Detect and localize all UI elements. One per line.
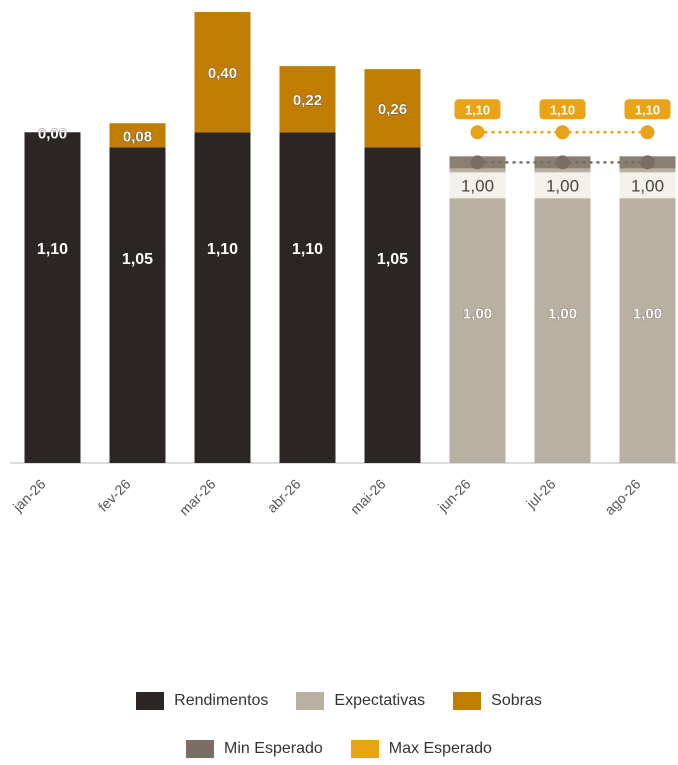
legend-swatch-max-esperado [350,740,379,758]
bar-rendimentos-fev-26 [109,147,166,464]
bar-sobras-mar-26 [194,12,251,133]
bar-expectativas-ago-26 [619,162,676,464]
legend-item-sobras[interactable]: Sobras [453,692,542,710]
min-label-bg-ago-26 [619,172,676,199]
min-label-bg-jun-26 [449,172,506,199]
legend-label-sobras: Sobras [491,692,542,709]
label-expectativas-jul-26: 1,00 [548,306,577,323]
min-label-bg-jul-26 [534,172,591,199]
min-esperado-point-jul-26 [555,155,570,170]
legend-item-expectativas[interactable]: Expectativas [296,692,425,710]
x-tick-mai-26: mai-26 [347,476,389,518]
bar-sobras-abr-26 [279,66,336,133]
min-esperado-point-ago-26 [640,155,655,170]
bar-expectativas-jul-26 [534,162,591,464]
max-badge-ago-26 [624,99,671,120]
label-max-esperado-jul-26: 1,10 [550,102,575,117]
max-esperado-point-jul-26 [555,125,570,140]
legend-row-2: Min Esperado Max Esperado [0,740,678,758]
bar-rendimentos-jan-26 [24,132,81,463]
x-tick-jul-26: jul-26 [522,476,558,512]
legend-item-min-esperado[interactable]: Min Esperado [186,740,323,758]
label-sobras-fev-26: 0,08 [123,128,152,145]
label-sobras-mai-26: 0,26 [378,101,407,118]
max-esperado-point-jun-26 [470,125,485,140]
legend-swatch-expectativas [296,692,325,710]
label-rendimentos-fev-26: 1,05 [122,251,153,268]
legend-label-rendimentos: Rendimentos [174,692,269,709]
legend-swatch-rendimentos [136,692,165,710]
bar-rendimentos-mar-26 [194,132,251,463]
label-min-esperado-ago-26: 1,00 [631,176,664,195]
label-sobras-mar-26: 0,40 [208,65,237,82]
label-min-esperado-jun-26: 1,00 [461,176,494,195]
label-rendimentos-mai-26: 1,05 [377,251,408,268]
legend-swatch-min-esperado [186,740,215,758]
label-rendimentos-mar-26: 1,10 [207,241,238,258]
label-expectativas-jun-26: 1,00 [463,306,492,323]
bar-rendimentos-mai-26 [364,147,421,464]
label-max-esperado-jun-26: 1,10 [465,102,490,117]
x-tick-ago-26: ago-26 [601,476,643,518]
bar-rendimentos-abr-26 [279,132,336,463]
x-tick-jun-26: jun-26 [434,476,474,516]
legend-label-min-esperado: Min Esperado [224,740,323,757]
label-sobras-abr-26: 0,22 [293,92,322,109]
label-expectativas-ago-26: 1,00 [633,306,662,323]
legend-item-rendimentos[interactable]: Rendimentos [136,692,268,710]
legend-row-1: Rendimentos Expectativas Sobras [0,692,678,710]
legend-item-max-esperado[interactable]: Max Esperado [350,740,492,758]
label-min-esperado-jul-26: 1,00 [546,176,579,195]
x-tick-abr-26: abr-26 [264,476,304,516]
max-badge-jun-26 [454,99,501,120]
min-esperado-point-jun-26 [470,155,485,170]
x-tick-jan-26: jan-26 [9,476,49,516]
label-max-esperado-ago-26: 1,10 [635,102,660,117]
label-sobras-jan-26: 0,00 [38,125,67,142]
x-tick-fev-26: fev-26 [95,476,134,515]
label-rendimentos-jan-26: 1,10 [37,241,68,258]
chart: 1,10 0,00 jan-26 1,05 0,08 fev-26 1,10 0,40 mar-… [9,12,678,519]
x-tick-mar-26: mar-26 [176,476,219,519]
bar-sobras-fev-26 [109,123,166,148]
bar-expectativas-jun-26 [449,162,506,464]
max-esperado-point-ago-26 [640,125,655,140]
legend-swatch-sobras [453,692,482,710]
max-badge-jul-26 [539,99,586,120]
legend-label-max-esperado: Max Esperado [388,740,492,757]
legend-label-expectativas: Expectativas [334,692,426,709]
label-rendimentos-abr-26: 1,10 [292,241,323,258]
bar-sobras-mai-26 [364,69,421,148]
